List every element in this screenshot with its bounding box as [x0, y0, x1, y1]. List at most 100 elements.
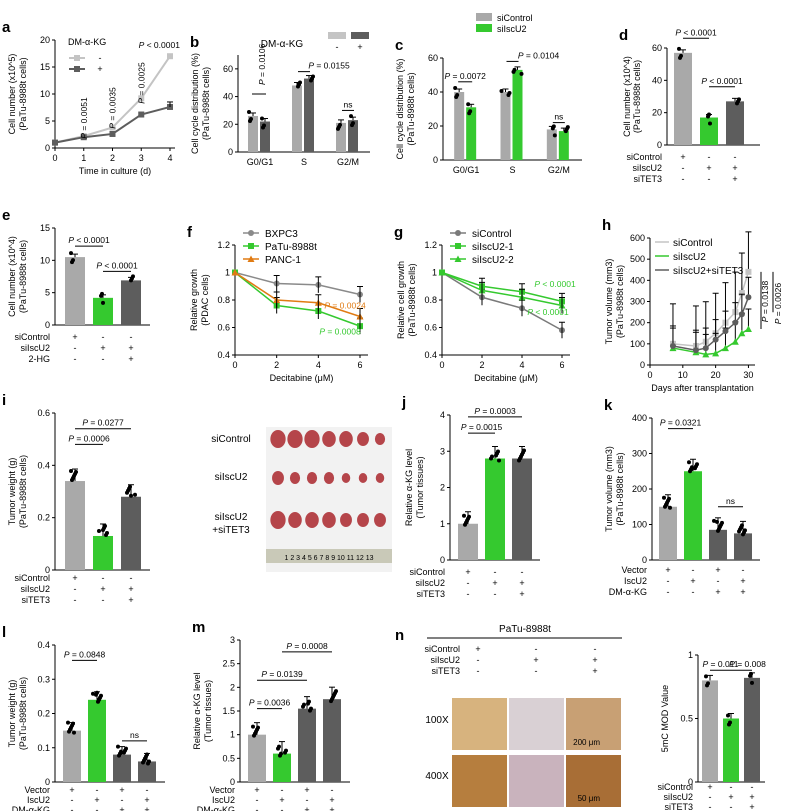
- h-xtick-label: 30: [743, 370, 753, 380]
- n-bar-row-mark: -: [709, 792, 712, 802]
- c-sig-p: ns: [554, 112, 563, 122]
- k-dot: [690, 465, 694, 470]
- i-tumor: [270, 430, 286, 448]
- h-ytick-label: 300: [630, 297, 645, 307]
- a-point: [138, 95, 145, 102]
- h-point: [745, 294, 752, 301]
- g-ytick-label: 0.4: [424, 350, 437, 360]
- k-ytick-label: 300: [632, 449, 647, 459]
- i-tumor: [341, 473, 351, 483]
- h-p: P = 0.0138: [760, 281, 770, 323]
- d-sig-p: P < 0.0001: [701, 76, 743, 86]
- c-ylabel: Cell cycle distribution (%): [395, 58, 405, 159]
- e-dot: [131, 274, 135, 279]
- m-row-mark: +: [304, 805, 309, 811]
- e-ytick-label: 0: [45, 320, 50, 330]
- g-series-line: [441, 271, 563, 307]
- n-dot: [706, 681, 710, 686]
- d-row-mark: +: [680, 152, 685, 162]
- m-sig-p: P = 0.0139: [261, 669, 303, 679]
- m-ylabel2: (Tumor tissues): [203, 680, 213, 742]
- f-legend-marker: [247, 255, 255, 262]
- n-row-label: siIscU2: [430, 655, 460, 665]
- f-ytick-label: 0.6: [217, 323, 230, 333]
- h-ytick-label: 100: [630, 339, 645, 349]
- f-p: P = 0.0008: [319, 326, 361, 336]
- n-title: PaTu-8988t: [499, 624, 551, 635]
- k-bar: [734, 533, 752, 560]
- n-micrograph: [452, 755, 507, 807]
- b-ylabel: Cell cycle distribution (%): [190, 53, 200, 154]
- m-row-mark: -: [256, 795, 259, 805]
- i-tumor: [287, 430, 303, 448]
- b-xtick-label: S: [301, 157, 307, 167]
- i-dot: [105, 530, 109, 535]
- l-row-mark: -: [71, 795, 74, 805]
- f-xtick-label: 0: [232, 360, 237, 370]
- m-sig-p: P = 0.0008: [286, 641, 328, 651]
- n-bar-row-mark: -: [730, 782, 733, 792]
- d-dot: [677, 46, 681, 51]
- i-row-mark: +: [128, 595, 133, 605]
- n-micrograph: [566, 698, 621, 750]
- g-p: P < 0.0001: [527, 307, 569, 317]
- g-xtick-label: 6: [559, 360, 564, 370]
- j-dot: [522, 448, 526, 453]
- b-bar: [248, 115, 258, 152]
- j-dot: [490, 454, 494, 459]
- n-micrograph: [452, 698, 507, 750]
- f-p: P = 0.0024: [324, 300, 366, 310]
- d-bar: [700, 117, 718, 145]
- l-dot: [66, 720, 70, 725]
- b-legend-label: -: [336, 42, 339, 52]
- i-tumor: [305, 512, 319, 528]
- h-xlabel: Days after transplantation: [651, 383, 754, 393]
- n-micrograph: [566, 755, 621, 807]
- l-dot: [95, 690, 99, 695]
- d-row-mark: -: [682, 163, 685, 173]
- i-dot: [103, 523, 107, 528]
- h-point: [744, 325, 752, 333]
- f-series-line: [234, 271, 361, 327]
- h-point: [731, 338, 739, 345]
- n-bar-row-mark: +: [749, 792, 754, 802]
- e-bar: [65, 257, 85, 325]
- j-sig-p: P = 0.0015: [461, 422, 503, 432]
- e-row-mark: -: [102, 354, 105, 364]
- b-bar: [336, 122, 346, 152]
- j-row-mark: +: [465, 567, 470, 577]
- d-dot: [679, 53, 683, 58]
- a-xtick-label: 0: [52, 153, 57, 163]
- c-legend-swatch: [476, 24, 492, 32]
- i-ruler: [266, 549, 392, 563]
- j-dot: [467, 514, 471, 519]
- l-row-mark: -: [96, 785, 99, 795]
- d-dot: [708, 121, 712, 126]
- b-panel-letter: b: [190, 34, 199, 51]
- l-row-mark: +: [119, 805, 124, 811]
- c-dot: [519, 71, 524, 76]
- j-row-mark: +: [519, 589, 524, 599]
- f-xlabel: Decitabine (μM): [270, 373, 334, 383]
- g-ylabel: Relative cell growth: [396, 261, 406, 339]
- m-row-label: Vector: [209, 785, 235, 795]
- b-p: ns: [344, 99, 353, 109]
- g-series-line: [441, 271, 563, 331]
- a-xtick-label: 4: [167, 153, 172, 163]
- e-ytick-label: 10: [40, 255, 50, 265]
- k-row-mark: -: [692, 565, 695, 575]
- a-point: [109, 124, 116, 131]
- k-bar: [684, 471, 702, 560]
- l-dot: [124, 746, 128, 751]
- j-ytick-label: 0: [440, 555, 445, 565]
- i-tumor: [270, 511, 286, 529]
- a-point: [138, 111, 145, 118]
- l-row-mark: -: [71, 805, 74, 811]
- b-dot: [349, 114, 353, 119]
- h-point: [738, 290, 745, 297]
- m-row-label: DM-α-KG: [197, 805, 235, 811]
- g-legend-label: siControl: [472, 229, 511, 240]
- f-series-line: [234, 271, 361, 296]
- k-row-mark: +: [715, 587, 720, 597]
- b-legend-swatch: [328, 32, 346, 39]
